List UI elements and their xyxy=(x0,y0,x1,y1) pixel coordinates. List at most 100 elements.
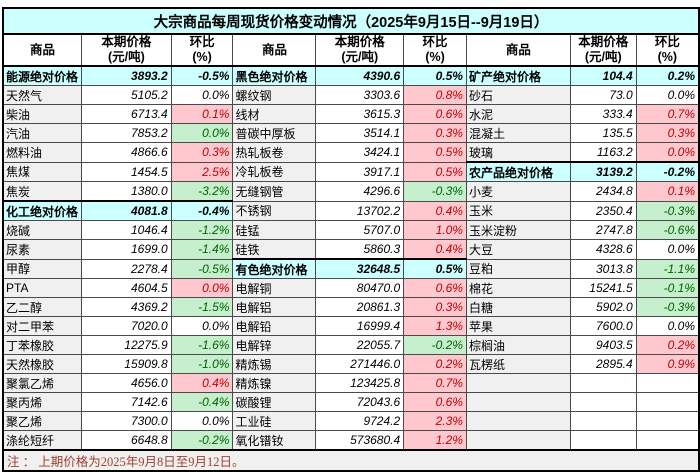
price-cell[interactable]: 4604.5 xyxy=(81,278,172,298)
pct-change-cell[interactable]: -0.3% xyxy=(635,297,700,317)
pct-change-cell[interactable]: 0.7% xyxy=(635,104,700,124)
pct-change-cell[interactable]: 0.0% xyxy=(170,123,234,143)
price-cell[interactable] xyxy=(569,430,637,451)
price-cell[interactable]: 2278.4 xyxy=(81,258,172,279)
price-cell[interactable]: 16999.4 xyxy=(315,316,405,336)
pct-change-cell[interactable] xyxy=(635,373,700,393)
pct-change-cell[interactable]: 0.3% xyxy=(403,297,467,317)
price-cell[interactable]: 333.4 xyxy=(569,104,637,124)
price-cell[interactable]: 22055.7 xyxy=(315,335,405,355)
commodity-name-cell[interactable]: 电解铜 xyxy=(232,278,317,298)
pct-change-cell[interactable]: 0.3% xyxy=(170,142,234,163)
price-cell[interactable]: 3303.6 xyxy=(315,85,405,105)
pct-change-cell[interactable]: 0.0% xyxy=(635,239,700,260)
commodity-name-cell[interactable]: 普碳中厚板 xyxy=(232,123,317,143)
commodity-name-cell[interactable]: 天然橡胶 xyxy=(2,354,83,374)
price-cell[interactable]: 104.4 xyxy=(569,65,637,86)
commodity-name-cell[interactable]: 电解铅 xyxy=(232,316,317,336)
pct-change-cell[interactable]: -1.0% xyxy=(170,354,234,374)
price-cell[interactable]: 4081.8 xyxy=(81,200,172,221)
commodity-name-cell[interactable]: 玉米淀粉 xyxy=(465,220,571,240)
price-cell[interactable]: 4390.6 xyxy=(315,65,405,86)
pct-change-cell[interactable]: 0.0% xyxy=(170,278,234,298)
pct-change-cell[interactable]: 0.1% xyxy=(635,181,700,202)
commodity-name-cell[interactable]: 矿产绝对价格 xyxy=(465,65,571,86)
commodity-name-cell[interactable]: 瓦楞纸 xyxy=(465,354,571,374)
price-cell[interactable]: 4656.0 xyxy=(81,373,172,393)
price-cell[interactable]: 5105.2 xyxy=(81,85,172,105)
commodity-name-cell[interactable]: 豆粕 xyxy=(465,258,571,279)
pct-change-cell[interactable]: -1.5% xyxy=(170,297,234,317)
price-cell[interactable]: 3615.3 xyxy=(315,104,405,124)
pct-change-cell[interactable]: 0.4% xyxy=(170,373,234,393)
header-commodity-1[interactable]: 商品 xyxy=(2,33,83,67)
pct-change-cell[interactable]: -0.3% xyxy=(403,181,467,202)
pct-change-cell[interactable]: 0.9% xyxy=(635,354,700,374)
price-cell[interactable]: 4296.6 xyxy=(315,181,405,202)
commodity-name-cell[interactable]: 黑色绝对价格 xyxy=(232,65,317,86)
commodity-name-cell[interactable]: 汽油 xyxy=(2,123,83,143)
commodity-name-cell[interactable]: PTA xyxy=(2,278,83,298)
commodity-name-cell[interactable]: 氧化镨钕 xyxy=(232,430,317,451)
commodity-name-cell[interactable]: 不锈钢 xyxy=(232,200,317,221)
pct-change-cell[interactable]: 2.5% xyxy=(170,161,234,182)
price-cell[interactable]: 3893.2 xyxy=(81,65,172,86)
price-cell[interactable]: 1046.4 xyxy=(81,220,172,240)
commodity-name-cell[interactable] xyxy=(465,430,571,451)
commodity-name-cell[interactable]: 农产品绝对价格 xyxy=(465,161,571,182)
commodity-name-cell[interactable]: 线材 xyxy=(232,104,317,124)
price-cell[interactable]: 271446.0 xyxy=(315,354,405,374)
commodity-name-cell[interactable]: 无缝钢管 xyxy=(232,181,317,202)
price-cell[interactable]: 573680.4 xyxy=(315,430,405,451)
pct-change-cell[interactable]: -0.6% xyxy=(635,220,700,240)
pct-change-cell[interactable]: -0.4% xyxy=(170,392,234,412)
commodity-name-cell[interactable]: 有色绝对价格 xyxy=(232,258,317,279)
header-pct-1[interactable]: 环比 (%) xyxy=(170,33,234,67)
header-commodity-3[interactable]: 商品 xyxy=(465,33,571,67)
pct-change-cell[interactable]: 0.8% xyxy=(403,85,467,105)
price-cell[interactable] xyxy=(569,373,637,393)
price-cell[interactable]: 6713.4 xyxy=(81,104,172,124)
pct-change-cell[interactable]: 0.2% xyxy=(635,65,700,86)
pct-change-cell[interactable] xyxy=(635,430,700,451)
price-cell[interactable]: 3013.8 xyxy=(569,258,637,279)
pct-change-cell[interactable] xyxy=(635,411,700,431)
pct-change-cell[interactable]: -0.1% xyxy=(635,278,700,298)
commodity-name-cell[interactable]: 碳酸锂 xyxy=(232,392,317,412)
price-cell[interactable]: 15909.8 xyxy=(81,354,172,374)
pct-change-cell[interactable] xyxy=(635,392,700,412)
commodity-name-cell[interactable]: 燃料油 xyxy=(2,142,83,163)
commodity-name-cell[interactable]: 螺纹钢 xyxy=(232,85,317,105)
commodity-name-cell[interactable]: 天然气 xyxy=(2,85,83,105)
commodity-name-cell[interactable]: 白糖 xyxy=(465,297,571,317)
commodity-name-cell[interactable]: 电解锌 xyxy=(232,335,317,355)
commodity-name-cell[interactable]: 硅铁 xyxy=(232,239,317,260)
commodity-name-cell[interactable]: 焦煤 xyxy=(2,161,83,182)
price-cell[interactable]: 32648.5 xyxy=(315,258,405,279)
pct-change-cell[interactable]: 1.0% xyxy=(403,220,467,240)
commodity-name-cell[interactable]: 冷轧板卷 xyxy=(232,161,317,182)
price-cell[interactable]: 3917.1 xyxy=(315,161,405,182)
pct-change-cell[interactable]: 0.3% xyxy=(403,123,467,143)
price-cell[interactable]: 3514.1 xyxy=(315,123,405,143)
pct-change-cell[interactable]: -0.2% xyxy=(635,161,700,182)
price-cell[interactable]: 3139.2 xyxy=(569,161,637,182)
commodity-name-cell[interactable]: 大豆 xyxy=(465,239,571,260)
price-cell[interactable]: 20861.3 xyxy=(315,297,405,317)
commodity-name-cell[interactable]: 玻璃 xyxy=(465,142,571,163)
footnote[interactable]: 注 ： 上期价格为2025年9月8日至9月12日。 xyxy=(2,449,700,472)
commodity-name-cell[interactable]: 尿素 xyxy=(2,239,83,260)
pct-change-cell[interactable]: 0.6% xyxy=(403,104,467,124)
commodity-name-cell[interactable]: 焦炭 xyxy=(2,181,83,202)
commodity-name-cell[interactable]: 能源绝对价格 xyxy=(2,65,83,86)
commodity-name-cell[interactable]: 棉花 xyxy=(465,278,571,298)
commodity-name-cell[interactable]: 棕榈油 xyxy=(465,335,571,355)
price-cell[interactable]: 1163.2 xyxy=(569,142,637,163)
pct-change-cell[interactable]: 0.3% xyxy=(635,123,700,143)
pct-change-cell[interactable]: 0.0% xyxy=(170,411,234,431)
pct-change-cell[interactable]: 1.3% xyxy=(403,316,467,336)
pct-change-cell[interactable]: 0.6% xyxy=(403,278,467,298)
pct-change-cell[interactable]: -3.2% xyxy=(170,181,234,202)
price-cell[interactable]: 7300.0 xyxy=(81,411,172,431)
price-cell[interactable]: 123425.8 xyxy=(315,373,405,393)
